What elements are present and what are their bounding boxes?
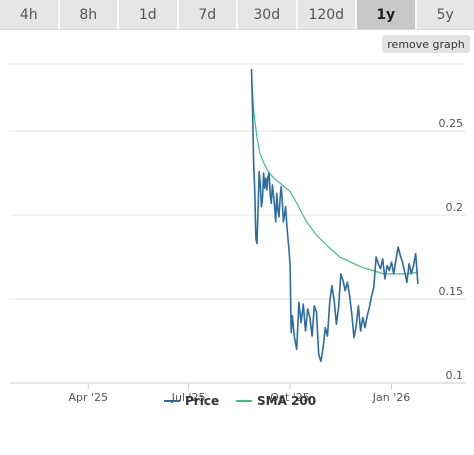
tab-7d[interactable]: 7d [178, 0, 238, 30]
x-tick-label: Apr '25 [69, 391, 109, 404]
legend-label: SMA 200 [257, 394, 316, 408]
tab-120d[interactable]: 120d [297, 0, 357, 30]
sma-200-series-line [250, 74, 418, 275]
tab-8h[interactable]: 8h [59, 0, 119, 30]
y-tick-label: 0.1 [446, 369, 464, 382]
tab-1d[interactable]: 1d [119, 0, 179, 30]
x-tick-label: Jan '26 [372, 391, 410, 404]
legend-label: Price [185, 394, 219, 408]
timeframe-tabbar: 4h 8h 1d 7d 30d 120d 1y 5y [0, 0, 474, 30]
y-tick-label: 0.15 [439, 285, 464, 298]
chart-gridlines [10, 63, 466, 384]
x-tick-label: Oct '25 [270, 391, 310, 404]
price-series-line [250, 68, 419, 363]
y-tick-label: 0.25 [439, 117, 464, 130]
chart-series [250, 68, 419, 363]
tab-1y[interactable]: 1y [357, 0, 417, 30]
remove-graph-button[interactable]: remove graph [382, 35, 470, 53]
y-axis-tick-labels: 0.1 0.15 0.2 0.25 [439, 117, 464, 382]
tab-5y[interactable]: 5y [416, 0, 474, 30]
y-tick-label: 0.2 [446, 201, 464, 214]
x-axis: Apr '25 Jul '25 Oct '25 Jan '26 [10, 382, 466, 404]
chart-legend: Price SMA 200 [164, 394, 316, 408]
tab-4h[interactable]: 4h [0, 0, 60, 30]
tab-30d[interactable]: 30d [238, 0, 298, 30]
